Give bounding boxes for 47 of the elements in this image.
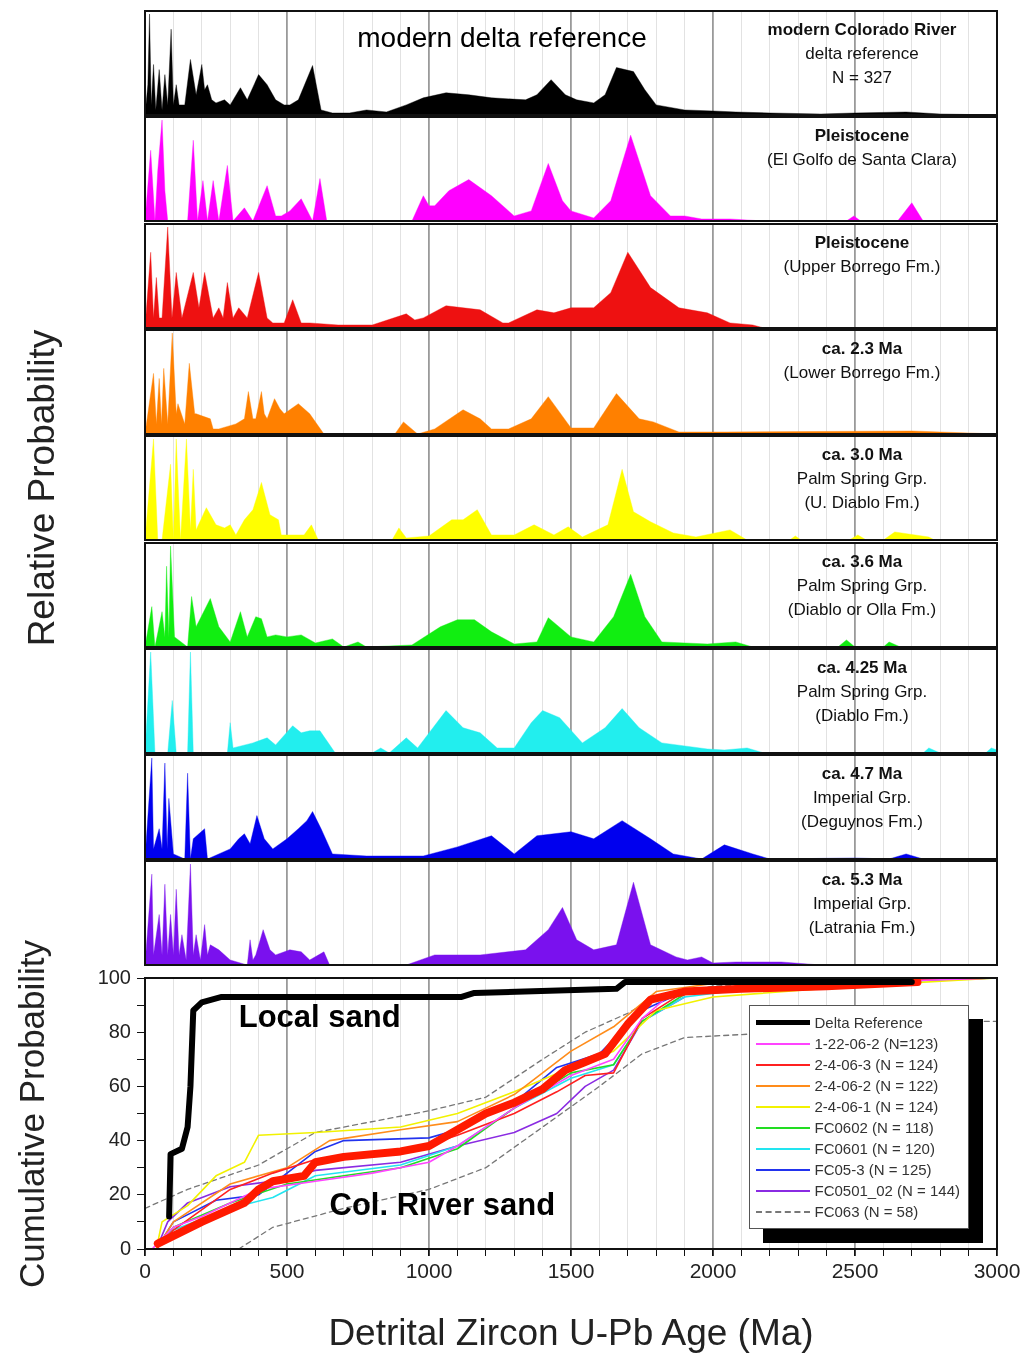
chart-title: ca. 2.3 Ma [821,338,903,358]
legend-label: 2-4-06-2 (N = 122) [814,1077,939,1094]
annotation: Col. River sand [329,1187,556,1223]
y-tick-label: 40 [108,1128,131,1151]
legend-label: FC0601 (N = 120) [814,1140,935,1157]
chart-title: ca. 4.25 Ma [817,657,908,677]
x-tick-label: 2500 [831,1259,879,1283]
annotation: modern delta reference [357,21,647,53]
text: (Lower Borrego Fm.) [783,362,941,382]
chart-title: modern Colorado River [767,19,957,39]
x-tick-label: 2000 [689,1259,737,1283]
x-tick-label: 0 [139,1259,151,1283]
text: (El Golfo de Santa Clara) [767,149,957,169]
x-tick-label: 500 [269,1259,305,1283]
y-tick-label: 60 [108,1073,131,1096]
legend-label: Delta Reference [814,1014,923,1031]
text: delta reference N = 327 [805,43,919,87]
chart-title: Pleistocene [814,125,910,145]
y-axis-title: Cumulative Probability [11,938,52,1290]
text: Palm Spring Grp. (Diablo Fm.) [796,681,928,725]
legend-label: 2-4-06-3 (N = 124) [814,1056,939,1073]
y-tick-label: 80 [108,1019,131,1042]
legend-label: FC0501_02 (N = 144) [814,1182,960,1199]
chart-title: ca. 3.0 Ma [821,444,903,464]
text: Palm Spring Grp. (Diablo or Olla Fm.) [787,575,937,619]
text: Palm Spring Grp. (U. Diablo Fm.) [796,468,928,512]
chart-title: ca. 3.6 Ma [821,551,903,571]
x-tick-label: 1500 [547,1259,595,1283]
legend-label: 1-22-06-2 (N=123) [814,1035,939,1052]
text: Imperial Grp. (Latrania Fm.) [808,894,916,938]
text: (Upper Borrego Fm.) [783,256,941,276]
annotation: Local sand [238,999,401,1035]
legend-label: FC05-3 (N = 125) [814,1161,932,1178]
chart-title: Pleistocene [814,232,910,252]
y-tick-label: 0 [119,1236,131,1259]
chart-title: ca. 4.7 Ma [821,763,903,783]
legend-label: FC0602 (N = 118) [814,1119,934,1136]
text: Imperial Grp. (Deguynos Fm.) [801,787,923,831]
legend-label: 2-4-06-1 (N = 124) [814,1098,939,1115]
x-tick-label: 1000 [405,1259,453,1283]
x-axis-title: Detrital Zircon U-Pb Age (Ma) [328,1312,814,1353]
x-tick-label: 3000 [973,1259,1021,1283]
y-axis-title: Relative Probability [20,328,63,649]
y-tick-label: 100 [97,965,131,988]
legend-label: FC063 (N = 58) [814,1203,919,1220]
y-tick-label: 20 [108,1182,131,1205]
chart-title: ca. 5.3 Ma [821,870,903,890]
